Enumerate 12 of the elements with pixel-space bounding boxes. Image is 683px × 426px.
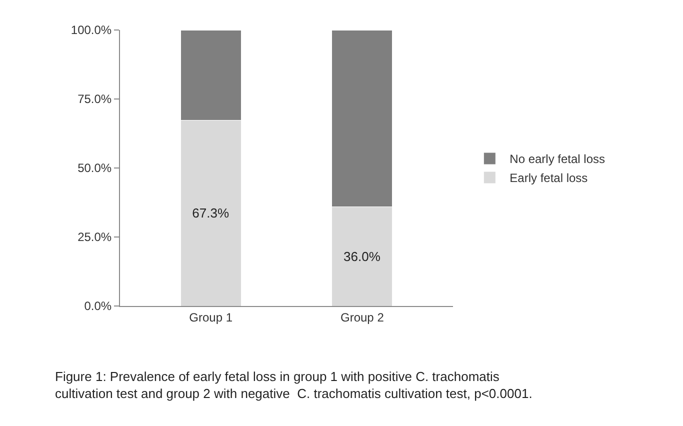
legend-label: Early fetal loss bbox=[510, 171, 588, 186]
x-tick-label: Group 2 bbox=[340, 310, 384, 324]
y-tick-label: 50.0% bbox=[78, 161, 112, 176]
legend-label: No early fetal loss bbox=[510, 152, 606, 166]
data-label: 67.3% bbox=[192, 206, 230, 221]
y-tick-label: 25.0% bbox=[78, 230, 112, 244]
caption: Figure 1: Prevalence of early fetal loss in group 1 with positive C. trachomatis cultivation test and group 2 with negative C. trachomatis cultivation test, p<0.0001. bbox=[55, 369, 532, 401]
data-label: 36.0% bbox=[344, 248, 381, 264]
y-tick-label: 75.0% bbox=[78, 92, 112, 106]
y-tick-label: 100.0% bbox=[70, 23, 112, 38]
y-tick-label: 0.0% bbox=[84, 299, 112, 314]
x-tick-label: Group 1 bbox=[189, 310, 233, 324]
